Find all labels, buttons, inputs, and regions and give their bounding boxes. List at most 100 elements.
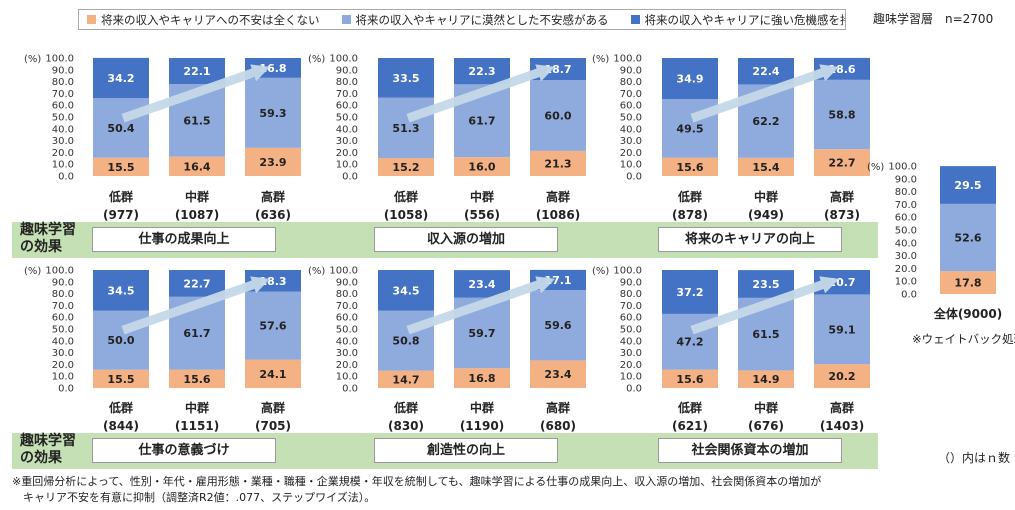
category-label: 高群 — [261, 400, 285, 415]
bar-segment-vague-anxiety — [940, 203, 996, 272]
y-tick-label: 20.0 — [620, 148, 642, 159]
n-count-label: (977) — [103, 208, 139, 222]
effect-title-box-3: 将来のキャリアの向上 — [658, 227, 842, 252]
data-label-no-anxiety: 23.9 — [259, 156, 286, 169]
y-tick-label: 100.0 — [45, 54, 74, 65]
y-tick-label: 0.0 — [626, 384, 642, 395]
trend-arrow — [121, 64, 271, 123]
y-tick-label: 0.0 — [342, 384, 358, 395]
effect-band-label-line2: の効果 — [20, 450, 62, 466]
data-label-vague-anxiety: 47.2 — [676, 336, 703, 349]
legend-swatch-vague-anxiety — [341, 15, 351, 24]
y-tick-label: 30.0 — [52, 136, 74, 147]
legend-label-strong-crisis: 将来の収入やキャリアに強い危機感を持っている — [644, 12, 846, 27]
weight-note: ※ウェイトバック処理 — [912, 332, 1015, 346]
y-tick-label: 100.0 — [45, 266, 74, 277]
bar-segment-no-anxiety — [454, 157, 510, 176]
data-label-vague-anxiety: 60.0 — [544, 109, 571, 122]
y-tick-label: 90.0 — [620, 277, 642, 288]
y-tick-label: 40.0 — [52, 336, 74, 347]
y-tick-label: 0.0 — [626, 172, 642, 183]
category-label: 中群 — [470, 189, 494, 204]
effect-title-box-5: 創造性の向上 — [374, 438, 558, 463]
y-tick-label: 50.0 — [620, 113, 642, 124]
data-label-strong-crisis: 37.2 — [676, 286, 703, 299]
data-label-no-anxiety: 15.4 — [752, 161, 779, 174]
bar-segment-no-anxiety — [940, 271, 996, 294]
bar-segment-strong-crisis — [940, 166, 996, 204]
y-tick-label: 80.0 — [336, 77, 358, 88]
y-tick-label: 10.0 — [336, 372, 358, 383]
data-label-no-anxiety: 22.7 — [828, 157, 855, 170]
effect-band-bottom: 趣味学習 の効果 仕事の意義づけ 創造性の向上 社会関係資本の増加 — [12, 433, 878, 469]
bar-segment-no-anxiety — [662, 369, 718, 388]
y-tick-label: 30.0 — [336, 136, 358, 147]
n-count-label: (878) — [672, 208, 708, 222]
y-tick-label: 10.0 — [52, 160, 74, 171]
bar-segment-vague-anxiety — [530, 290, 586, 361]
bar-segment-no-anxiety — [169, 156, 225, 176]
data-label-vague-anxiety: 49.5 — [676, 122, 703, 135]
bar-segment-no-anxiety — [814, 149, 870, 176]
y-tick-label: 100.0 — [329, 54, 358, 65]
y-tick-label: 60.0 — [620, 313, 642, 324]
data-label-strong-crisis: 22.3 — [468, 65, 495, 78]
y-tick-label: 30.0 — [620, 348, 642, 359]
n-count-label: (621) — [672, 419, 708, 433]
bar-segment-strong-crisis — [738, 58, 794, 85]
n-count-label: (1058) — [384, 208, 428, 222]
data-label-no-anxiety: 16.8 — [468, 372, 495, 385]
data-label-strong-crisis: 29.5 — [954, 179, 981, 192]
effect-band-label-top: 趣味学習 の効果 — [20, 222, 76, 256]
y-tick-label: 40.0 — [336, 336, 358, 347]
bar-segment-vague-anxiety — [530, 80, 586, 151]
y-tick-label: 70.0 — [52, 89, 74, 100]
y-tick-label: 100.0 — [613, 54, 642, 65]
data-label-no-anxiety: 23.4 — [544, 368, 571, 381]
y-tick-label: 90.0 — [895, 174, 917, 185]
bar-segment-no-anxiety — [245, 147, 301, 176]
data-label-vague-anxiety: 50.4 — [107, 122, 134, 135]
n-count-label: (636) — [255, 208, 291, 222]
y-tick-label: 20.0 — [336, 148, 358, 159]
y-axis-label: (%) — [24, 54, 41, 65]
bar-segment-no-anxiety — [530, 360, 586, 388]
trend-arrow — [121, 276, 271, 335]
category-label: 中群 — [754, 400, 778, 415]
y-tick-label: 0.0 — [901, 290, 917, 301]
n-count-label: (844) — [103, 419, 139, 433]
y-tick-label: 80.0 — [620, 77, 642, 88]
category-label: 高群 — [261, 189, 285, 204]
data-label-vague-anxiety: 57.6 — [259, 320, 286, 333]
data-label-vague-anxiety: 58.8 — [828, 109, 855, 122]
legend-item-vague-anxiety: 将来の収入やキャリアに漠然とした不安感がある — [341, 12, 609, 28]
data-label-strong-crisis: 34.9 — [676, 73, 703, 86]
stacked-bar-chart-2: (%) 100.090.080.070.060.050.040.030.020.0… — [308, 54, 586, 222]
effect-band-label-line1: 趣味学習 — [20, 433, 76, 449]
category-label: 低群 — [677, 189, 702, 204]
category-label: 低群 — [108, 189, 133, 204]
category-label: 低群 — [393, 400, 418, 415]
bar-segment-no-anxiety — [93, 369, 149, 388]
effect-band-label-line2: の効果 — [20, 239, 62, 255]
data-label-no-anxiety: 16.4 — [183, 160, 210, 173]
data-label-strong-crisis: 23.5 — [752, 278, 779, 291]
data-label-strong-crisis: 16.8 — [259, 62, 286, 75]
bar-segment-no-anxiety — [245, 359, 301, 388]
category-label: 中群 — [185, 189, 209, 204]
y-tick-label: 90.0 — [336, 277, 358, 288]
y-tick-label: 50.0 — [336, 113, 358, 124]
data-label-no-anxiety: 15.5 — [107, 373, 134, 386]
bar-segment-vague-anxiety — [814, 294, 870, 365]
category-label: 低群 — [108, 400, 133, 415]
data-label-strong-crisis: 22.7 — [183, 277, 210, 290]
y-tick-label: 60.0 — [336, 101, 358, 112]
data-label-strong-crisis: 34.2 — [107, 72, 134, 85]
n-count-label: (1403) — [820, 419, 864, 433]
footnote: ※重回帰分析によって、性別・年代・雇用形態・業種・職種・企業規模・年収を統制して… — [12, 474, 862, 506]
y-axis-label: (%) — [308, 266, 325, 277]
n-count-label: (556) — [464, 208, 500, 222]
y-tick-label: 40.0 — [620, 336, 642, 347]
data-label-no-anxiety: 20.2 — [828, 370, 855, 383]
y-tick-label: 60.0 — [620, 101, 642, 112]
